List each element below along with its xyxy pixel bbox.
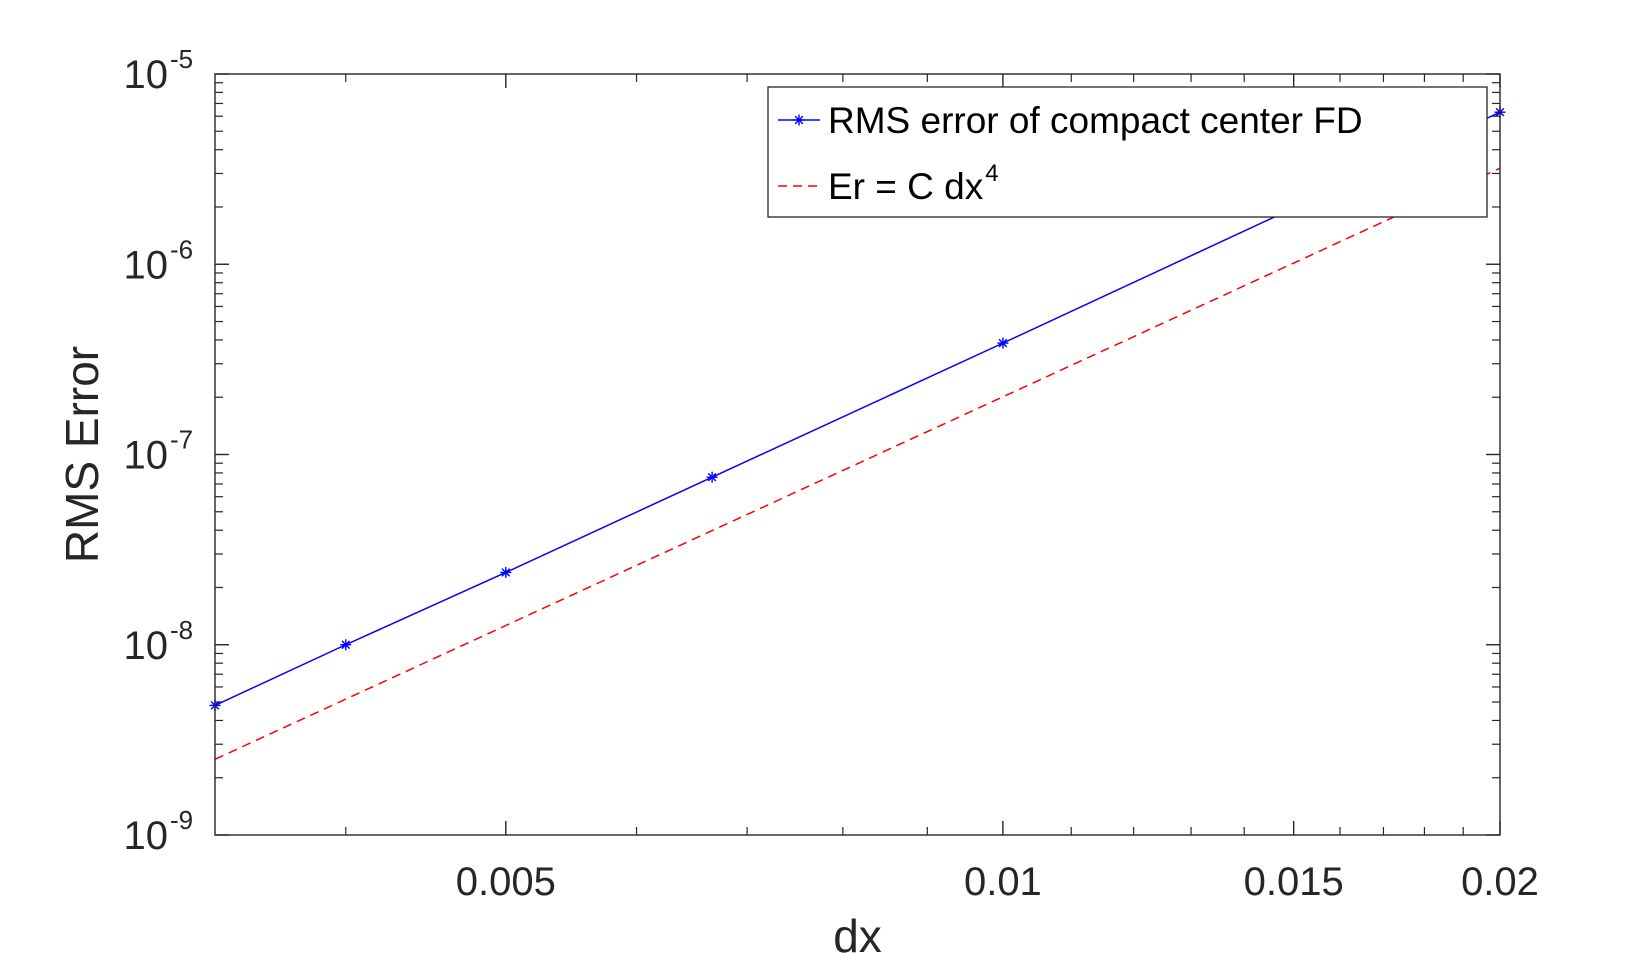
data-point [706,471,718,483]
axes-layer: 10-910-810-710-610 -50.005 0.01 0.015 0.02 [124,44,1539,904]
legend-box [767,86,1488,218]
y-tick-exponent: -5 [170,44,193,74]
x-tick-label: 0.005 [456,860,556,904]
plot-frame [214,73,1501,836]
y-tick-exponent: -7 [170,425,193,455]
plot-border [214,73,1501,836]
y-tick-exponent: -6 [170,234,193,264]
y-tick-label: 10 [124,53,169,97]
x-tick-label: 0.02 [1461,860,1539,904]
x-tick-label: 0.015 [1244,860,1344,904]
data-point [997,337,1009,349]
data-point [500,566,512,578]
x-tick-label: 0.01 [964,860,1042,904]
x-axis-title: dx [833,910,882,962]
legend-marker [793,114,805,126]
y-tick-label: 10 [124,814,169,858]
series-line-2 [214,167,1501,760]
legend-label-2: Er = C dx4 [828,160,999,207]
legend-label-1: RMS error of compact center FD [828,100,1363,141]
y-tick-exponent: -9 [170,805,193,835]
legend: RMS error of compact center FD Er = C dx4 [767,86,1488,218]
data-point [340,639,352,651]
y-tick-label: 10 [124,624,169,668]
y-tick-label: 10 [124,434,169,478]
series-line-1 [214,111,1501,707]
y-axis-title: RMS Error [56,346,108,563]
y-tick-label: 10 [124,243,169,287]
y-tick-exponent: -8 [170,615,193,645]
